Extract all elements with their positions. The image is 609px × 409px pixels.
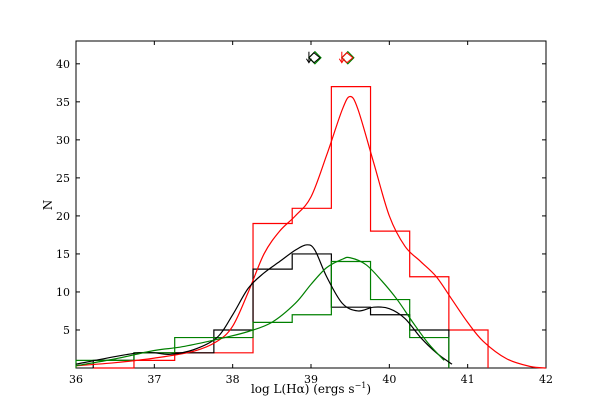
density-curve (75, 256, 445, 367)
x-tick-label: 40 (382, 373, 396, 386)
y-tick-label: 5 (63, 324, 70, 337)
x-tick-label: 37 (147, 373, 161, 386)
y-tick-label: 30 (56, 134, 70, 147)
density-curve (75, 244, 453, 365)
diamond-outline-icon (341, 52, 354, 64)
y-tick-label: 20 (56, 210, 70, 223)
y-tick-label: 10 (56, 286, 70, 299)
histogram-steps (93, 86, 489, 369)
y-axis-label: N (41, 200, 55, 211)
diamond-outline-icon (308, 52, 321, 64)
y-tick-label: 40 (56, 58, 70, 71)
density-curves (75, 95, 547, 369)
median-markers (305, 50, 355, 65)
axis-ticks: 36 37 38 39 40 41 42 5 10 15 20 25 30 35 40 (56, 41, 553, 386)
plot-frame (75, 40, 547, 369)
y-tick-label: 15 (56, 248, 70, 261)
x-axis-label-exponent: −1 (355, 381, 367, 390)
density-curve (75, 95, 547, 369)
y-tick-label: 25 (56, 172, 70, 185)
x-tick-label: 36 (69, 373, 83, 386)
x-tick-label: 42 (539, 373, 553, 386)
x-tick-label: 39 (304, 373, 318, 386)
x-axis-label: log L(Hα) (ergs s−1) (251, 381, 371, 396)
x-tick-label: 41 (461, 373, 475, 386)
median-marker (338, 50, 355, 65)
y-tick-label: 35 (56, 96, 70, 109)
median-marker (305, 50, 322, 65)
x-axis-label-tail: ) (366, 382, 371, 396)
x-tick-label: 38 (226, 373, 240, 386)
histogram-series (75, 86, 489, 369)
